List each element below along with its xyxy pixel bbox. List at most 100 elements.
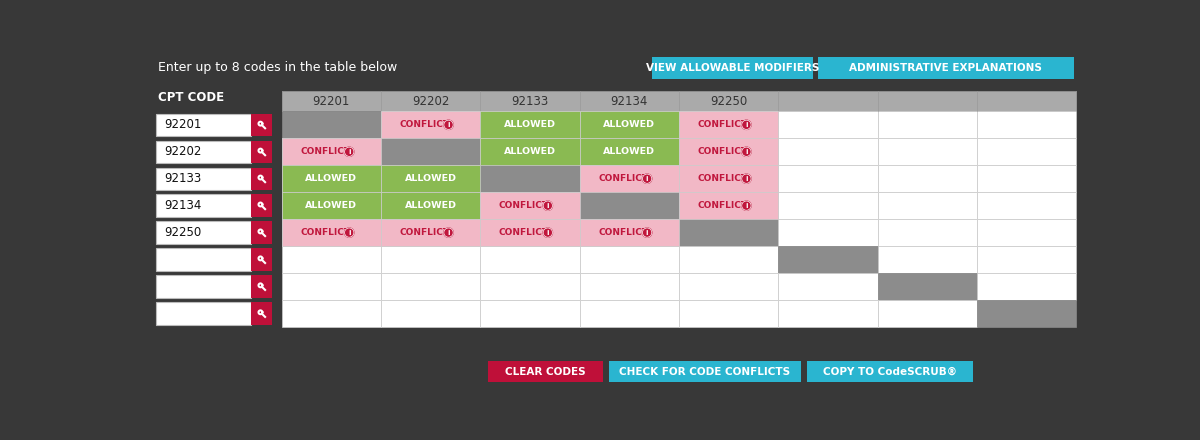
Bar [679,111,779,138]
Bar [282,111,382,138]
Bar [679,192,779,219]
Circle shape [344,147,354,156]
Bar [382,246,480,273]
Text: ALLOWED: ALLOWED [604,120,655,129]
Text: CONFLICT: CONFLICT [598,228,648,237]
Text: ALLOWED: ALLOWED [604,147,655,156]
Bar [679,165,779,192]
Bar [877,300,977,327]
Bar [580,165,679,192]
Bar [156,302,251,325]
Text: CHECK FOR CODE CONFLICTS: CHECK FOR CODE CONFLICTS [619,367,791,377]
Text: 92202: 92202 [164,145,202,158]
Text: i: i [745,149,748,155]
Bar [251,275,272,297]
Bar [282,273,382,300]
Bar [779,219,877,246]
Bar [580,192,679,219]
Text: CONFLICT: CONFLICT [400,120,450,129]
Bar [156,275,251,297]
Bar [282,138,382,165]
Text: CONFLICT: CONFLICT [697,201,748,210]
Text: 92133: 92133 [511,95,548,108]
Bar [580,138,679,165]
Bar [779,246,877,273]
Bar [156,221,251,244]
Bar [679,273,779,300]
Circle shape [742,120,751,129]
Bar [977,219,1076,246]
Bar [156,248,251,271]
Bar [580,138,679,165]
Bar [282,219,382,246]
Bar [679,138,779,165]
Text: CONFLICT: CONFLICT [697,174,748,183]
Text: 92201: 92201 [164,118,202,131]
Bar [382,192,480,219]
Bar [251,221,272,244]
Text: i: i [646,176,648,182]
Bar [480,138,580,165]
Text: ALLOWED: ALLOWED [404,201,457,210]
Bar [977,111,1076,138]
Text: CLEAR CODES: CLEAR CODES [505,367,586,377]
Bar [779,300,877,327]
Bar [382,219,480,246]
Bar [877,219,977,246]
Text: CONFLICT: CONFLICT [300,228,350,237]
Bar [480,246,580,273]
Text: i: i [646,230,648,236]
Bar [580,111,679,138]
Text: ALLOWED: ALLOWED [305,174,358,183]
Bar [282,219,382,246]
Bar [877,165,977,192]
Bar [251,302,272,325]
Text: 92250: 92250 [164,226,202,239]
Circle shape [642,228,652,237]
Bar [679,165,779,192]
Bar [779,165,877,192]
Bar [779,192,877,219]
Bar [679,300,779,327]
Bar [251,194,272,217]
Bar [382,219,480,246]
Bar [779,111,877,138]
Bar [818,57,1074,79]
Bar [251,141,272,163]
Bar [282,246,382,273]
Text: CONFLICT: CONFLICT [697,120,748,129]
Text: ALLOWED: ALLOWED [504,147,556,156]
Bar [877,192,977,219]
Bar [679,192,779,219]
Bar [156,141,251,163]
Bar [382,165,480,192]
Text: 92134: 92134 [164,199,202,212]
Bar [282,300,382,327]
Bar [977,273,1076,300]
Circle shape [642,174,652,183]
Bar [282,192,382,219]
Text: ALLOWED: ALLOWED [305,201,358,210]
Bar [480,138,580,165]
Bar [877,246,977,273]
Bar [251,114,272,136]
Text: i: i [745,176,748,182]
Bar [480,300,580,327]
Bar [877,111,977,138]
Bar [382,192,480,219]
Text: ADMINISTRATIVE EXPLANATIONS: ADMINISTRATIVE EXPLANATIONS [850,63,1043,73]
Bar [382,111,480,138]
Bar [877,138,977,165]
Bar [608,361,802,382]
Bar [156,194,251,217]
Bar [382,300,480,327]
Bar [382,273,480,300]
Circle shape [544,201,552,210]
Bar [480,192,580,219]
Bar [282,165,382,192]
Bar [977,246,1076,273]
Text: CONFLICT: CONFLICT [300,147,350,156]
Text: i: i [348,230,350,236]
Text: i: i [745,203,748,209]
Bar [779,273,877,300]
